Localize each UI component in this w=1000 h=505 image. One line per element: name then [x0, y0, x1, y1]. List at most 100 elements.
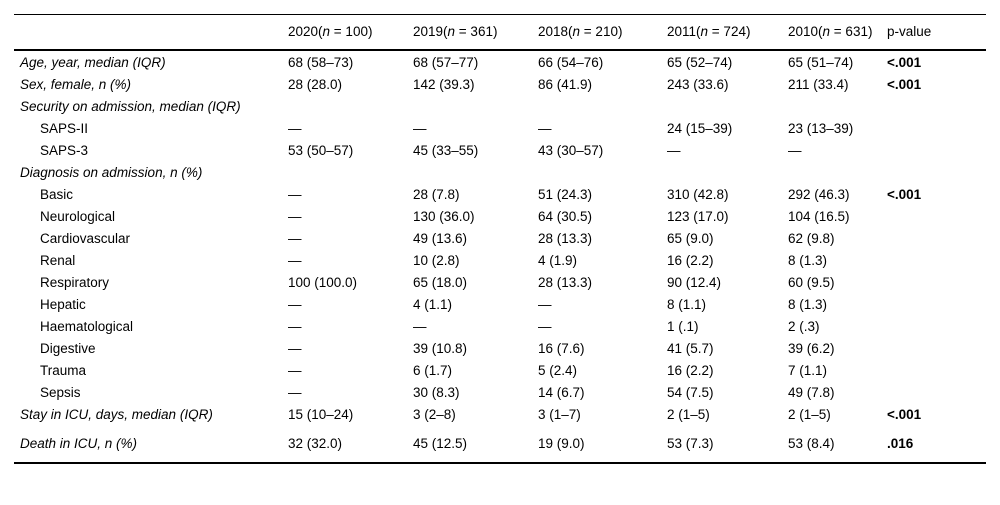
row-label: Death in ICU, n (%) — [20, 436, 138, 451]
table-cell — [788, 161, 887, 183]
table-cell: 7 (1.1) — [788, 363, 828, 378]
p-value-cell — [887, 227, 986, 249]
header-year: 2010( — [788, 24, 823, 39]
table-cell: 65 (52–74) — [667, 55, 733, 70]
row-label: Stay in ICU, days, median (IQR) — [20, 407, 213, 422]
table-row-saps3: SAPS-3 53 (50–57) 45 (33–55) 43 (30–57) … — [14, 139, 986, 161]
table-row-sex: Sex, female, n (%) 28 (28.0) 142 (39.3) … — [14, 73, 986, 95]
table-cell: 49 (13.6) — [413, 231, 468, 246]
header-2011: 2011(n = 724) — [667, 14, 788, 51]
p-value-cell — [887, 249, 986, 271]
table-cell — [538, 161, 667, 183]
table-cell: 65 (51–74) — [788, 55, 854, 70]
table-cell: 142 (39.3) — [413, 77, 475, 92]
table-cell: 16 (7.6) — [538, 341, 585, 356]
header-empty — [14, 14, 288, 51]
table-row-cardiovascular: Cardiovascular — 49 (13.6) 28 (13.3) 65 … — [14, 227, 986, 249]
header-count: = 100) — [330, 24, 373, 39]
table-cell: 24 (15–39) — [667, 121, 733, 136]
table-cell: 8 (1.3) — [788, 297, 828, 312]
table-cell: 49 (7.8) — [788, 385, 835, 400]
table-row-neurological: Neurological — 130 (36.0) 64 (30.5) 123 … — [14, 205, 986, 227]
table-cell: 28 (13.3) — [538, 231, 593, 246]
table-cell: 6 (1.7) — [413, 363, 453, 378]
table-cell: 66 (54–76) — [538, 55, 604, 70]
p-value-cell — [887, 161, 986, 183]
table-cell: 19 (9.0) — [538, 436, 585, 451]
table-row-death-icu: Death in ICU, n (%) 32 (32.0) 45 (12.5) … — [14, 427, 986, 463]
header-row: 2020(n = 100) 2019(n = 361) 2018(n = 210… — [14, 14, 986, 51]
table-cell — [667, 95, 788, 117]
table-cell: 45 (12.5) — [413, 436, 468, 451]
p-value-cell — [887, 95, 986, 117]
table-cell: 60 (9.5) — [788, 275, 835, 290]
table-row-diagnosis-section: Diagnosis on admission, n (%) — [14, 161, 986, 183]
table-cell: 28 (28.0) — [288, 77, 343, 92]
table-cell: 39 (6.2) — [788, 341, 835, 356]
header-count: = 210) — [580, 24, 623, 39]
table-row-respiratory: Respiratory 100 (100.0) 65 (18.0) 28 (13… — [14, 271, 986, 293]
row-label: Cardiovascular — [40, 231, 131, 246]
table-row-age: Age, year, median (IQR) 68 (58–73) 68 (5… — [14, 50, 986, 73]
p-value-cell — [887, 205, 986, 227]
p-value-cell: <.001 — [887, 55, 922, 70]
table-cell: — — [538, 319, 552, 334]
table-cell: 39 (10.8) — [413, 341, 468, 356]
row-label: Digestive — [40, 341, 96, 356]
table-cell — [288, 161, 413, 183]
table-cell: 53 (50–57) — [288, 143, 354, 158]
table-cell: 64 (30.5) — [538, 209, 593, 224]
table-row-digestive: Digestive — 39 (10.8) 16 (7.6) 41 (5.7) … — [14, 337, 986, 359]
row-label: Hepatic — [40, 297, 86, 312]
table-cell: 62 (9.8) — [788, 231, 835, 246]
table-cell: 30 (8.3) — [413, 385, 460, 400]
table-cell: 28 (7.8) — [413, 187, 460, 202]
table-cell: 45 (33–55) — [413, 143, 479, 158]
header-count: = 724) — [708, 24, 751, 39]
row-label: SAPS-II — [40, 121, 89, 136]
row-label: Security on admission, median (IQR) — [20, 99, 241, 114]
p-value-cell — [887, 315, 986, 337]
table-cell: — — [288, 319, 302, 334]
table-cell: 15 (10–24) — [288, 407, 354, 422]
table-cell: 4 (1.9) — [538, 253, 578, 268]
header-2010: 2010(n = 631) — [788, 14, 887, 51]
header-year: 2020( — [288, 24, 323, 39]
row-label: Respiratory — [40, 275, 110, 290]
header-year: 2011( — [667, 24, 701, 39]
table-cell: 4 (1.1) — [413, 297, 453, 312]
table-cell: — — [288, 187, 302, 202]
table-cell: 100 (100.0) — [288, 275, 358, 290]
row-label: Trauma — [40, 363, 87, 378]
table-cell: 86 (41.9) — [538, 77, 593, 92]
table-row-basic: Basic — 28 (7.8) 51 (24.3) 310 (42.8) 29… — [14, 183, 986, 205]
header-n: n — [447, 24, 456, 39]
table-cell — [413, 95, 538, 117]
p-value-cell: <.001 — [887, 77, 922, 92]
table-cell: — — [288, 231, 302, 246]
p-value-cell — [887, 359, 986, 381]
table-cell: — — [413, 319, 427, 334]
p-value-cell — [887, 381, 986, 403]
row-label: Sex, female, n (%) — [20, 77, 132, 92]
table-cell: — — [288, 253, 302, 268]
p-value-cell — [887, 139, 986, 161]
table-cell — [667, 161, 788, 183]
table-cell: 8 (1.1) — [667, 297, 707, 312]
table-cell: 130 (36.0) — [413, 209, 475, 224]
table-cell: 53 (8.4) — [788, 436, 835, 451]
table-cell: — — [538, 297, 552, 312]
header-n: n — [822, 24, 831, 39]
table-cell: 243 (33.6) — [667, 77, 729, 92]
p-value-cell — [887, 271, 986, 293]
row-label: Haematological — [40, 319, 134, 334]
table-row-severity-section: Security on admission, median (IQR) — [14, 95, 986, 117]
header-2018: 2018(n = 210) — [538, 14, 667, 51]
table-cell: 51 (24.3) — [538, 187, 593, 202]
table-cell: 292 (46.3) — [788, 187, 850, 202]
table-cell: 65 (9.0) — [667, 231, 714, 246]
table-cell: 53 (7.3) — [667, 436, 714, 451]
table-row-hepatic: Hepatic — 4 (1.1) — 8 (1.1) 8 (1.3) — [14, 293, 986, 315]
cohort-comparison-table: 2020(n = 100) 2019(n = 361) 2018(n = 210… — [14, 14, 986, 464]
header-2020: 2020(n = 100) — [288, 14, 413, 51]
